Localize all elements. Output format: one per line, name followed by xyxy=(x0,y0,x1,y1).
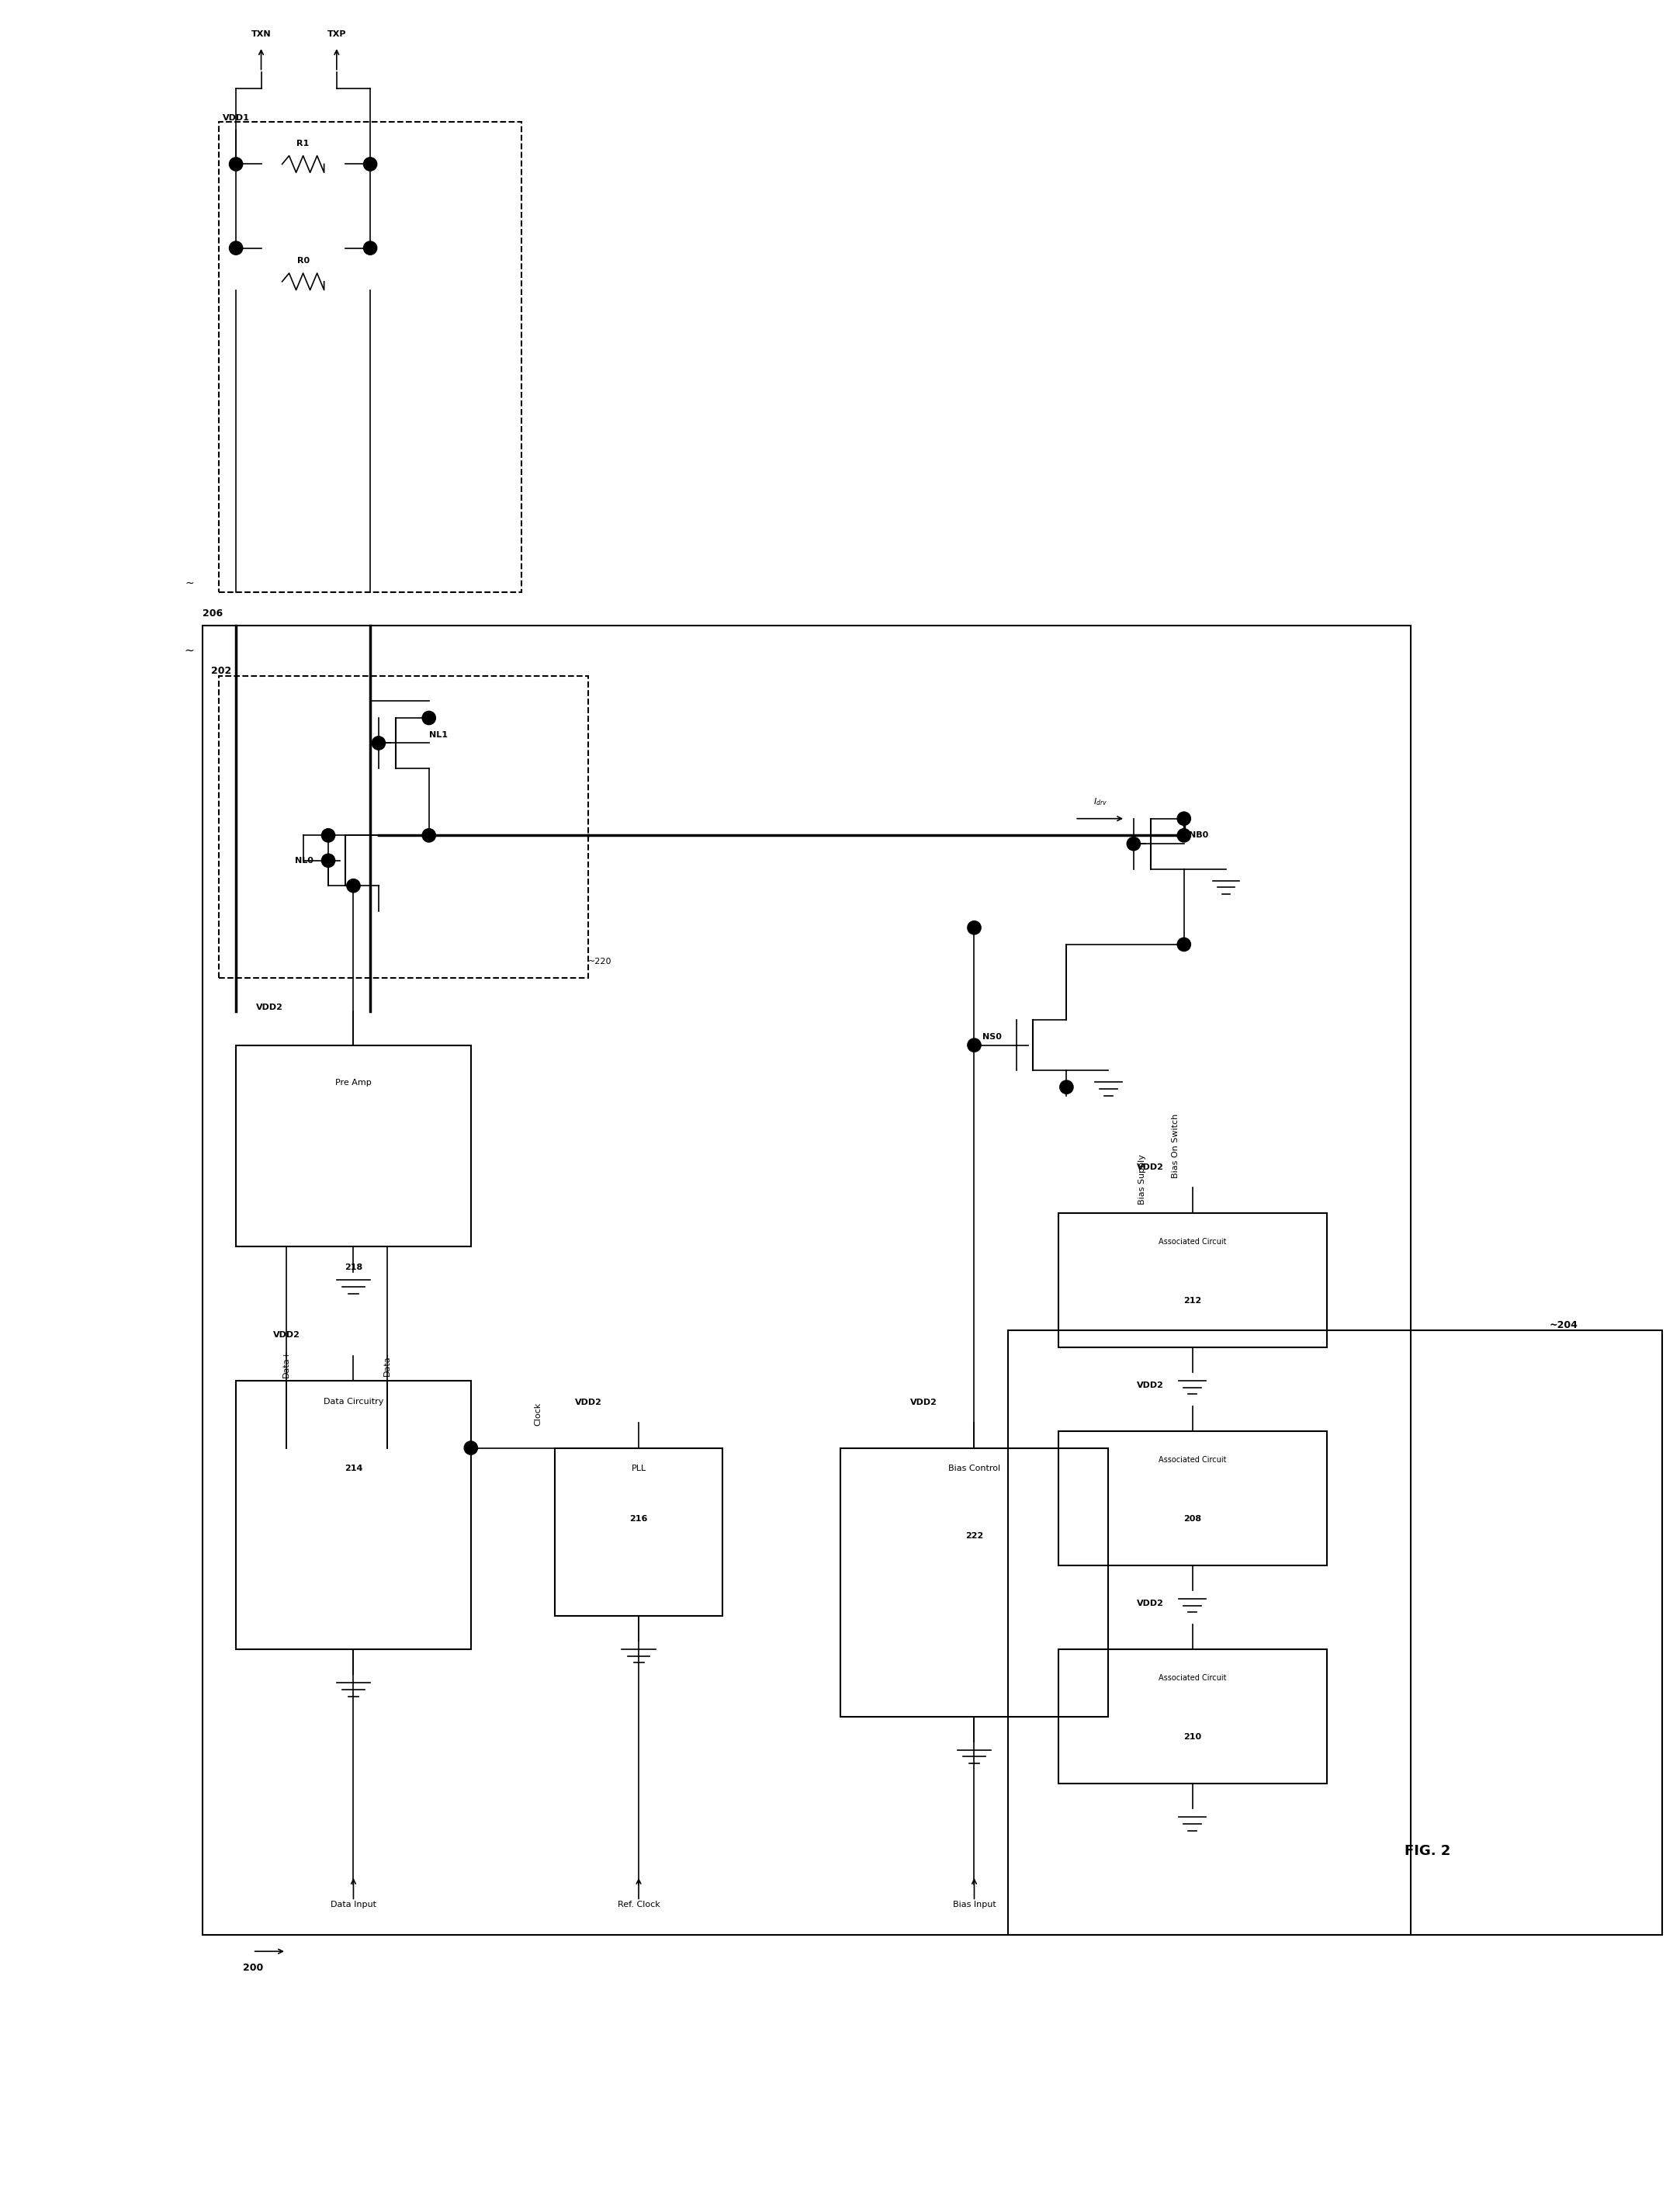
Text: Bias Supply: Bias Supply xyxy=(1137,1155,1146,1205)
Text: TXP: TXP xyxy=(328,31,346,37)
Bar xyxy=(218,677,588,977)
Bar xyxy=(235,1380,470,1650)
Text: PLL: PLL xyxy=(632,1466,647,1472)
Text: VDD2: VDD2 xyxy=(911,1398,937,1407)
Bar xyxy=(554,1448,722,1615)
Text: Data Circuitry: Data Circuitry xyxy=(324,1398,383,1404)
Text: 216: 216 xyxy=(630,1514,648,1523)
Bar xyxy=(840,1448,1109,1716)
Circle shape xyxy=(422,828,435,841)
Text: Associated Circuit: Associated Circuit xyxy=(1159,1238,1226,1247)
Text: FIG. 2: FIG. 2 xyxy=(1404,1843,1450,1858)
Text: VDD2: VDD2 xyxy=(255,1003,282,1012)
Text: R0: R0 xyxy=(297,256,309,265)
Text: Data-: Data- xyxy=(383,1352,391,1376)
Bar xyxy=(1058,1650,1327,1783)
Text: TXN: TXN xyxy=(252,31,270,37)
Text: ~220: ~220 xyxy=(588,957,612,964)
Text: VDD2: VDD2 xyxy=(1137,1163,1164,1170)
Circle shape xyxy=(228,241,242,254)
Text: Ref. Clock: Ref. Clock xyxy=(618,1902,660,1908)
Circle shape xyxy=(1178,938,1191,951)
Text: 222: 222 xyxy=(966,1532,983,1540)
Circle shape xyxy=(346,879,360,892)
Circle shape xyxy=(363,158,376,171)
Text: 202: 202 xyxy=(210,666,232,677)
Circle shape xyxy=(464,1442,477,1455)
Bar xyxy=(1008,1330,1662,1935)
Circle shape xyxy=(422,712,435,725)
Circle shape xyxy=(371,736,385,749)
Text: NB0: NB0 xyxy=(1189,833,1208,839)
Text: 212: 212 xyxy=(1183,1297,1201,1304)
Text: VDD2: VDD2 xyxy=(1137,1380,1164,1389)
Text: NL1: NL1 xyxy=(428,732,447,738)
Text: ~204: ~204 xyxy=(1549,1321,1578,1330)
Text: VDD2: VDD2 xyxy=(1137,1599,1164,1608)
Text: Pre Amp: Pre Amp xyxy=(336,1078,371,1087)
Text: Data Input: Data Input xyxy=(331,1902,376,1908)
Text: Bias Control: Bias Control xyxy=(948,1466,1000,1472)
Text: 208: 208 xyxy=(1183,1514,1201,1523)
Text: 218: 218 xyxy=(344,1264,363,1271)
Text: 200: 200 xyxy=(242,1963,264,1974)
Text: Bias On Switch: Bias On Switch xyxy=(1171,1113,1179,1179)
Text: Data+: Data+ xyxy=(282,1350,291,1378)
Circle shape xyxy=(1178,813,1191,826)
Text: 210: 210 xyxy=(1183,1733,1201,1742)
Circle shape xyxy=(968,1039,981,1052)
Text: NL0: NL0 xyxy=(294,857,312,865)
Circle shape xyxy=(228,158,242,171)
Text: VDD2: VDD2 xyxy=(272,1332,299,1339)
Text: ~: ~ xyxy=(185,578,193,589)
Text: VDD2: VDD2 xyxy=(575,1398,601,1407)
Circle shape xyxy=(321,854,334,868)
Text: 214: 214 xyxy=(344,1466,363,1472)
Bar xyxy=(202,627,1411,1935)
Text: NS0: NS0 xyxy=(983,1032,1001,1041)
Text: Bias Input: Bias Input xyxy=(953,1902,996,1908)
Circle shape xyxy=(1178,828,1191,841)
Bar xyxy=(1058,1431,1327,1564)
Text: Clock: Clock xyxy=(534,1402,543,1426)
Bar xyxy=(1058,1214,1327,1347)
Text: R1: R1 xyxy=(297,140,309,147)
Text: VDD1: VDD1 xyxy=(222,114,250,123)
Text: Associated Circuit: Associated Circuit xyxy=(1159,1674,1226,1683)
Circle shape xyxy=(968,920,981,933)
Text: 206: 206 xyxy=(202,609,223,618)
Bar xyxy=(235,1045,470,1247)
Text: ~: ~ xyxy=(185,644,193,657)
Circle shape xyxy=(1060,1080,1074,1093)
Bar xyxy=(218,123,521,592)
Circle shape xyxy=(321,828,334,841)
Circle shape xyxy=(1127,837,1141,850)
Text: $I_{drv}$: $I_{drv}$ xyxy=(1094,795,1107,806)
Text: Associated Circuit: Associated Circuit xyxy=(1159,1457,1226,1464)
Circle shape xyxy=(363,241,376,254)
